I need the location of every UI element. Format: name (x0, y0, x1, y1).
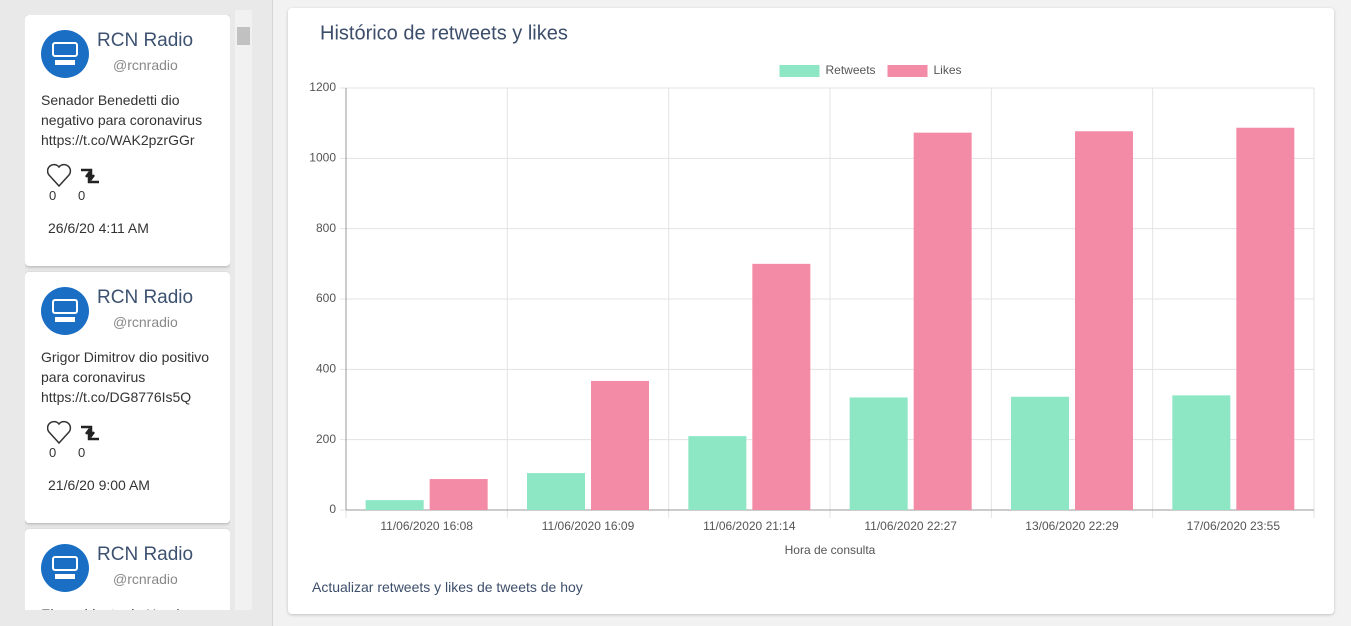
legend-label: Retweets (826, 63, 876, 77)
bar (688, 436, 747, 510)
x-tick-label: 13/06/2020 22:29 (1025, 519, 1119, 533)
legend-label: Likes (934, 63, 962, 77)
x-tick-label: 17/06/2020 23:55 (1187, 519, 1281, 533)
bar (1172, 395, 1231, 510)
account-name: RCN Radio (97, 30, 194, 51)
bar (1011, 396, 1069, 510)
bar (591, 380, 649, 510)
y-tick-label: 1000 (309, 151, 336, 165)
chart: Histórico de retweets y likes Hora de co… (309, 22, 1315, 557)
bar (429, 479, 488, 510)
bar (913, 132, 972, 510)
x-tick-label: 11/06/2020 16:08 (380, 519, 473, 533)
tweet-card: RCN Radio @rcnradio El presidente de Hondu… (25, 529, 230, 610)
bar (752, 263, 811, 510)
tweet-card: RCN Radio @rcnradio Grigor Dimitrov dio po… (25, 272, 230, 523)
y-tick-label: 400 (316, 362, 336, 376)
legend-swatch (887, 65, 928, 77)
y-tick-label: 0 (329, 502, 336, 516)
scrollbar[interactable] (235, 10, 252, 610)
tweet-card: RCN Radio @rcnradio Senador Benedetti dio … (25, 15, 230, 266)
action-icons[interactable] (46, 419, 107, 445)
avatar-icon (41, 287, 89, 335)
legend-swatch (779, 65, 820, 77)
y-tick-label: 200 (316, 432, 336, 446)
chart-title: Histórico de retweets y likes (320, 22, 568, 44)
bar (527, 473, 585, 510)
x-tick-label: 11/06/2020 16:09 (542, 519, 635, 533)
tweet-feed: RCN Radio @rcnradio Senador Benedetti dio … (25, 15, 230, 610)
bar (365, 500, 424, 510)
action-icons[interactable] (46, 162, 107, 188)
x-tick-label: 11/06/2020 22:27 (864, 519, 957, 533)
retweet-count: 0 (78, 188, 86, 203)
sidebar: RCN Radio @rcnradio Senador Benedetti dio … (0, 0, 273, 626)
account-handle: @rcnradio (113, 571, 178, 587)
avatar-icon (41, 30, 89, 78)
like-count: 0 (49, 188, 57, 203)
account-name: RCN Radio (97, 287, 194, 308)
chart-card: Histórico de retweets y likes Hora de co… (288, 8, 1334, 614)
account-handle: @rcnradio (113, 314, 178, 330)
retweet-count: 0 (78, 445, 86, 460)
account-name: RCN Radio (97, 544, 194, 565)
y-tick-label: 800 (316, 221, 336, 235)
x-tick-label: 11/06/2020 21:14 (703, 519, 796, 533)
avatar-icon (41, 544, 89, 592)
tweet-actions (46, 162, 107, 193)
y-tick-label: 600 (316, 291, 336, 305)
avatar (41, 287, 89, 340)
account-handle: @rcnradio (113, 57, 178, 73)
bar (1075, 131, 1133, 510)
tweet-date: 26/6/20 4:11 AM (48, 220, 149, 236)
tweet-text: Senador Benedetti dio negativo para coro… (41, 92, 203, 148)
tweet-text: El presidente de Honduras (41, 604, 221, 610)
y-tick-label: 1200 (309, 80, 336, 94)
avatar (41, 544, 89, 597)
like-count: 0 (49, 445, 57, 460)
tweet-actions (46, 419, 107, 450)
bar (1236, 127, 1295, 510)
scroll-thumb[interactable] (237, 27, 250, 45)
tweet-text: Grigor Dimitrov dio positivo para corona… (41, 349, 210, 405)
avatar (41, 30, 89, 83)
x-axis-label: Hora de consulta (785, 543, 876, 557)
bar (849, 397, 908, 510)
update-link[interactable]: Actualizar retweets y likes de tweets de… (312, 579, 583, 595)
tweet-date: 21/6/20 9:00 AM (48, 477, 150, 493)
